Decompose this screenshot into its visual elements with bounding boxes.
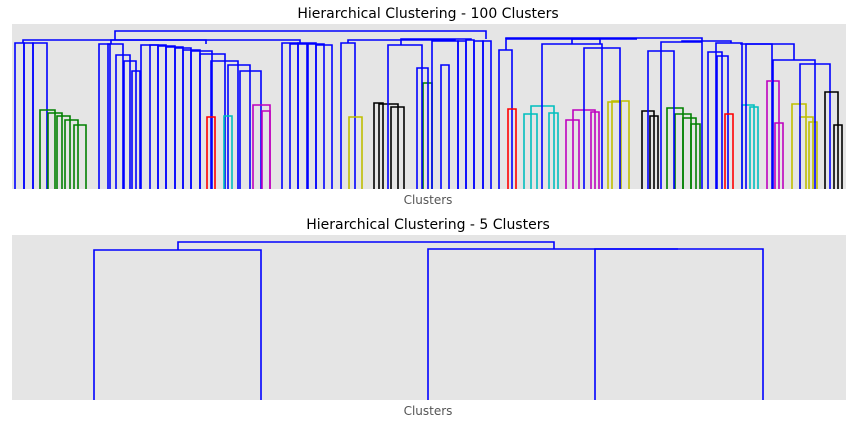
dendrogram-link xyxy=(583,47,621,189)
chart-1-plot-area xyxy=(12,24,846,189)
dendrogram-link xyxy=(373,102,384,189)
dendrogram-link xyxy=(571,38,637,44)
chart-2: Hierarchical Clustering - 5 Clusters Clu… xyxy=(12,217,846,418)
dendrogram-link xyxy=(716,55,729,189)
chart-1: Hierarchical Clustering - 100 Clusters C… xyxy=(12,6,846,207)
dendrogram-link xyxy=(199,53,226,189)
dendrogram-link xyxy=(548,112,559,189)
dendrogram-link xyxy=(306,43,325,189)
dendrogram-link xyxy=(749,106,759,189)
dendrogram-link xyxy=(682,117,697,189)
dendrogram-link xyxy=(707,51,723,189)
dendrogram-link xyxy=(177,241,555,250)
chart-2-dendrogram xyxy=(93,241,764,400)
dendrogram-link xyxy=(223,115,233,189)
dendrogram-link xyxy=(239,70,262,189)
chart-2-title: Hierarchical Clustering - 5 Clusters xyxy=(306,217,550,233)
dendrogram-link xyxy=(799,63,831,189)
dendrogram-link xyxy=(387,44,423,189)
dendrogram-link xyxy=(315,44,333,189)
chart-1-title: Hierarchical Clustering - 100 Clusters xyxy=(297,6,558,22)
dendrogram-link xyxy=(115,54,131,189)
dendrogram-link xyxy=(56,115,71,189)
dendrogram-link xyxy=(390,106,405,189)
dendrogram-link xyxy=(47,112,63,189)
dendrogram-link xyxy=(114,30,487,40)
chart-2-xlabel: Clusters xyxy=(404,404,453,418)
dendrogram-link xyxy=(123,60,137,189)
dendrogram-link xyxy=(400,38,472,45)
dendrogram-link xyxy=(39,109,56,189)
dendrogram-link xyxy=(740,43,795,60)
dendrogram-link xyxy=(32,42,48,189)
dendrogram-link xyxy=(440,64,450,189)
dendrogram-link xyxy=(681,40,732,43)
dendrogram-link xyxy=(64,119,79,189)
dendrogram-link xyxy=(107,43,124,189)
dendrogram-link xyxy=(649,115,659,189)
dendrogram-link xyxy=(808,121,818,189)
chart-1-dendrogram xyxy=(14,30,843,189)
dendrogram-link xyxy=(131,70,141,189)
dendrogram-link xyxy=(715,42,743,189)
dendrogram-link xyxy=(482,40,492,189)
dendrogram-link xyxy=(594,248,764,400)
dendrogram-link xyxy=(607,101,622,189)
dendrogram-link xyxy=(261,110,271,189)
dendrogram-link xyxy=(833,124,843,189)
dendrogram-link xyxy=(590,111,600,189)
dendrogram-link xyxy=(507,108,517,189)
dendrogram-link xyxy=(416,67,429,189)
dendrogram-link xyxy=(210,60,239,189)
dendrogram-link xyxy=(774,122,784,189)
dendrogram-link xyxy=(227,64,251,189)
chart-1-xlabel: Clusters xyxy=(404,193,453,207)
dendrogram-link xyxy=(289,43,309,189)
dendrogram-link xyxy=(73,124,87,189)
dendrogram-link xyxy=(824,91,839,189)
dendrogram-link xyxy=(348,116,363,189)
dendrogram-link xyxy=(190,50,213,189)
dendrogram-link xyxy=(206,116,216,189)
dendrogram-link xyxy=(98,43,111,189)
dendrogram-link xyxy=(690,123,701,189)
dendrogram-link xyxy=(110,39,301,44)
chart-2-plot-area xyxy=(12,235,846,400)
dendrogram-link xyxy=(724,113,734,189)
dendrogram-link xyxy=(505,37,703,41)
dendrogram-link xyxy=(791,103,807,189)
dendrogram-link xyxy=(505,38,601,50)
